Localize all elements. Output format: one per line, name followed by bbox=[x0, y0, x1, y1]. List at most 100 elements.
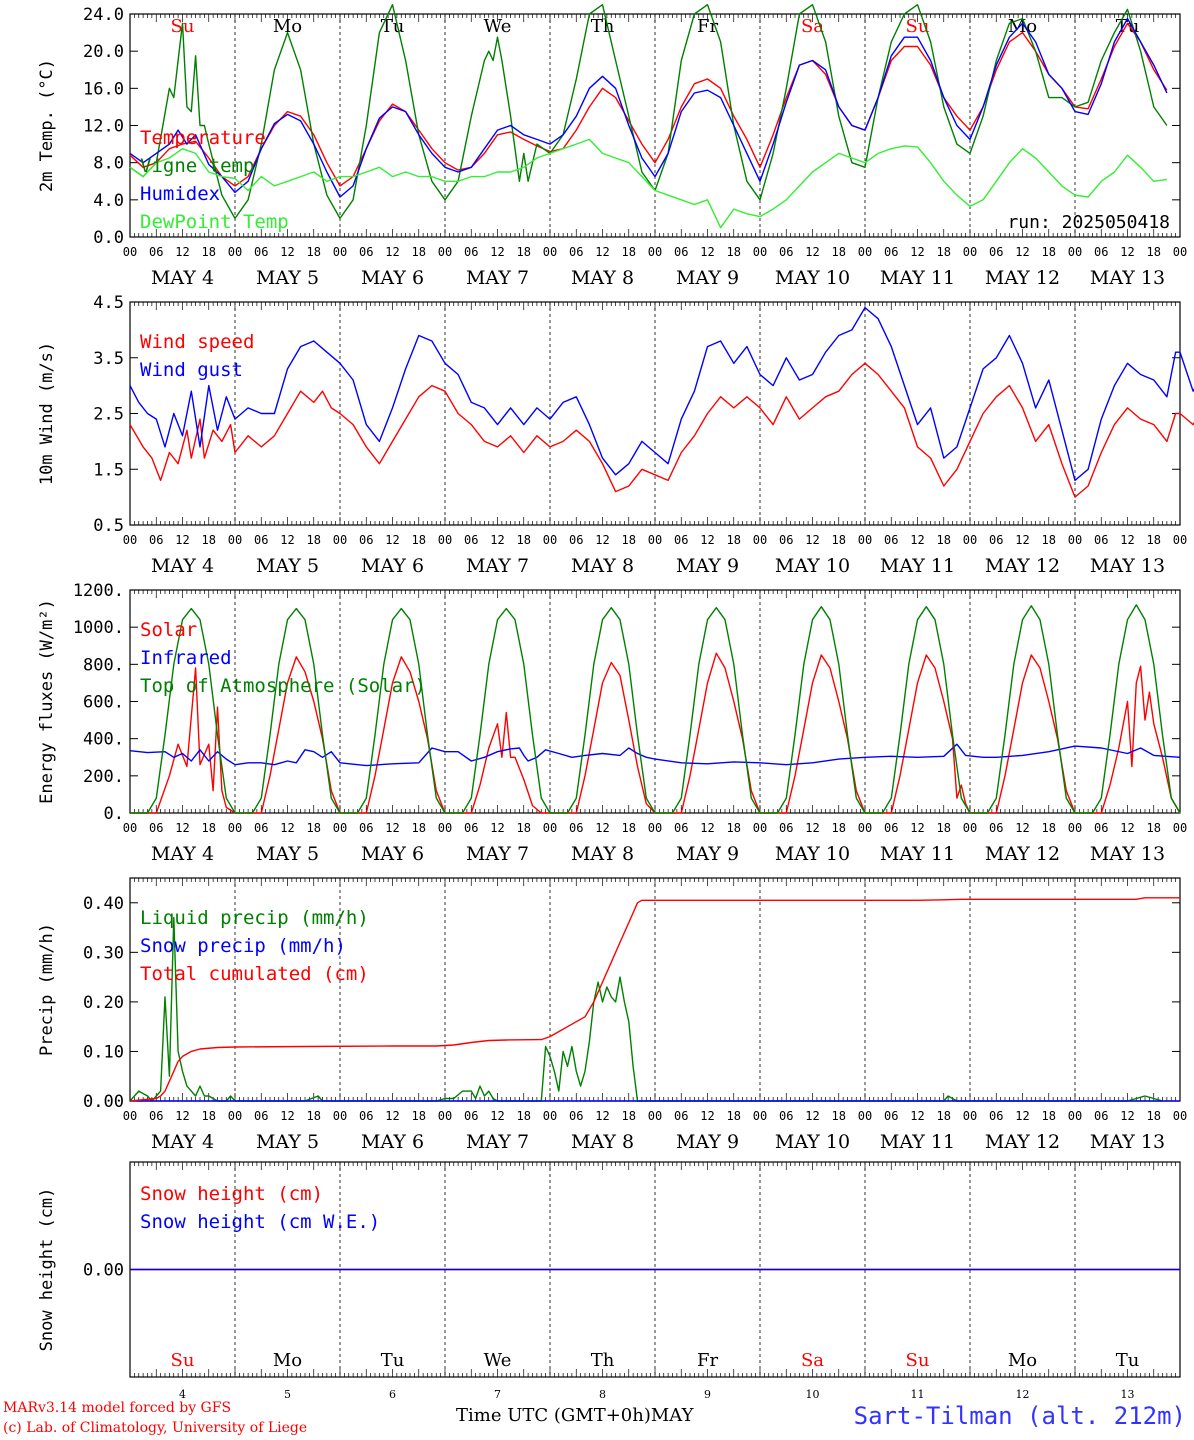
x-tick-label: 06 bbox=[254, 533, 268, 547]
x-tick-label: 12 bbox=[805, 1109, 819, 1123]
date-label: MAY 13 bbox=[1090, 1131, 1165, 1153]
x-tick-label: 00 bbox=[963, 245, 977, 259]
x-tick-label: 12 bbox=[385, 533, 399, 547]
x-tick-label: 18 bbox=[622, 1109, 636, 1123]
x-tick-label: 12 bbox=[490, 821, 504, 835]
x-tick-label: 12 bbox=[280, 533, 294, 547]
x-tick-label: 12 bbox=[385, 821, 399, 835]
y-tick-label: 16.0 bbox=[83, 79, 124, 99]
x-tick-label: 18 bbox=[202, 821, 216, 835]
x-tick-label: 06 bbox=[779, 1109, 793, 1123]
x-tick-label: 18 bbox=[727, 533, 741, 547]
date-label: MAY 7 bbox=[466, 1131, 529, 1153]
x-tick-label: 06 bbox=[569, 533, 583, 547]
x-tick-label: 00 bbox=[648, 245, 662, 259]
date-label: MAY 8 bbox=[571, 1131, 634, 1153]
x-tick-label: 06 bbox=[149, 821, 163, 835]
x-tick-label: 06 bbox=[359, 1109, 373, 1123]
x-tick-label: 18 bbox=[307, 533, 321, 547]
x-tick-label: 00 bbox=[543, 1109, 557, 1123]
x-tick-label: 00 bbox=[963, 1109, 977, 1123]
x-tick-label: 12 bbox=[1015, 245, 1029, 259]
date-label: MAY 9 bbox=[676, 555, 739, 577]
y-tick-label: 8.0 bbox=[93, 154, 124, 174]
date-label: MAY 7 bbox=[466, 267, 529, 289]
x-tick-label: 12 bbox=[910, 821, 924, 835]
legend-entry: Liquid precip (mm/h) bbox=[140, 907, 369, 929]
x-tick-label: 18 bbox=[832, 245, 846, 259]
y-tick-label: 1200. bbox=[73, 581, 124, 601]
x-tick-label: 12 bbox=[595, 1109, 609, 1123]
x-tick-label: 18 bbox=[832, 821, 846, 835]
x-tick-label: 00 bbox=[333, 245, 347, 259]
x-tick-label: 18 bbox=[412, 1109, 426, 1123]
y-axis-title-precip: Precip (mm/h) bbox=[37, 923, 57, 1056]
date-label: MAY 12 bbox=[985, 1131, 1060, 1153]
legend-entry: Snow precip (mm/h) bbox=[140, 935, 346, 957]
x-tick-label: 12 bbox=[805, 821, 819, 835]
x-tick-label: 12 bbox=[1120, 821, 1134, 835]
x-tick-label: 00 bbox=[648, 533, 662, 547]
x-tick-label: 00 bbox=[123, 821, 137, 835]
legend-entry: DewPoint Temp bbox=[140, 211, 289, 233]
x-tick-label: 06 bbox=[359, 533, 373, 547]
legend-entry: Humidex bbox=[140, 183, 220, 205]
x-tick-label: 06 bbox=[674, 245, 688, 259]
weekday-label: Su bbox=[171, 1350, 195, 1371]
y-tick-label: 0.30 bbox=[83, 943, 124, 963]
y-tick-label: 4.5 bbox=[93, 293, 124, 313]
x-tick-label: 18 bbox=[1042, 245, 1056, 259]
y-axis-title-energy: Energy fluxes (W/m²) bbox=[37, 599, 57, 804]
x-tick-label: 12 bbox=[805, 533, 819, 547]
x-tick-label: 12 bbox=[280, 245, 294, 259]
series-line-dewpoint-temp bbox=[129, 138, 1168, 229]
x-tick-label: 18 bbox=[517, 1109, 531, 1123]
x-tick-label: 06 bbox=[569, 245, 583, 259]
date-label: MAY 4 bbox=[151, 555, 214, 577]
x-tick-label: 18 bbox=[1147, 1109, 1161, 1123]
x-tick-label: 18 bbox=[832, 1109, 846, 1123]
x-tick-label: 12 bbox=[910, 533, 924, 547]
legend-entry: Snow height (cm W.E.) bbox=[140, 1211, 380, 1233]
x-tick-label: 18 bbox=[1147, 533, 1161, 547]
date-label: MAY 13 bbox=[1090, 555, 1165, 577]
date-label: MAY 9 bbox=[676, 267, 739, 289]
weekday-label: Sa bbox=[801, 1350, 824, 1371]
x-tick-label: 12 bbox=[385, 245, 399, 259]
weekday-label: Tu bbox=[381, 1350, 405, 1371]
y-tick-label: 200. bbox=[83, 767, 124, 787]
date-label: MAY 11 bbox=[880, 267, 955, 289]
x-tick-label: 00 bbox=[1173, 821, 1187, 835]
date-label: MAY 6 bbox=[361, 1131, 424, 1153]
date-label: MAY 5 bbox=[256, 843, 319, 865]
x-tick-label: 06 bbox=[569, 1109, 583, 1123]
weekday-label: We bbox=[484, 16, 512, 37]
x-tick-label: 00 bbox=[543, 821, 557, 835]
x-tick-label: 06 bbox=[254, 821, 268, 835]
x-tick-label: 06 bbox=[989, 533, 1003, 547]
x-tick-label: 12 bbox=[385, 1109, 399, 1123]
weekday-label: Tu bbox=[381, 16, 405, 37]
x-tick-label: 00 bbox=[858, 1109, 872, 1123]
date-label: MAY 11 bbox=[880, 843, 955, 865]
x-tick-label: 06 bbox=[779, 821, 793, 835]
day-number-label: 13 bbox=[1121, 1388, 1135, 1401]
date-label: MAY 4 bbox=[151, 1131, 214, 1153]
x-tick-label: 06 bbox=[884, 533, 898, 547]
x-tick-label: 06 bbox=[884, 245, 898, 259]
x-tick-label: 12 bbox=[700, 245, 714, 259]
date-label: MAY 9 bbox=[676, 843, 739, 865]
run-annotation: run: 2025050418 bbox=[1007, 212, 1170, 233]
x-tick-label: 12 bbox=[1015, 1109, 1029, 1123]
y-tick-label: 0.5 bbox=[93, 516, 124, 536]
x-tick-label: 12 bbox=[700, 1109, 714, 1123]
x-tick-label: 18 bbox=[727, 245, 741, 259]
series-line-wind-gust bbox=[129, 306, 1194, 482]
x-tick-label: 06 bbox=[254, 245, 268, 259]
x-tick-label: 06 bbox=[1094, 533, 1108, 547]
day-number-label: 9 bbox=[704, 1388, 711, 1401]
x-tick-label: 06 bbox=[779, 245, 793, 259]
x-tick-label: 06 bbox=[884, 821, 898, 835]
x-tick-label: 18 bbox=[622, 533, 636, 547]
